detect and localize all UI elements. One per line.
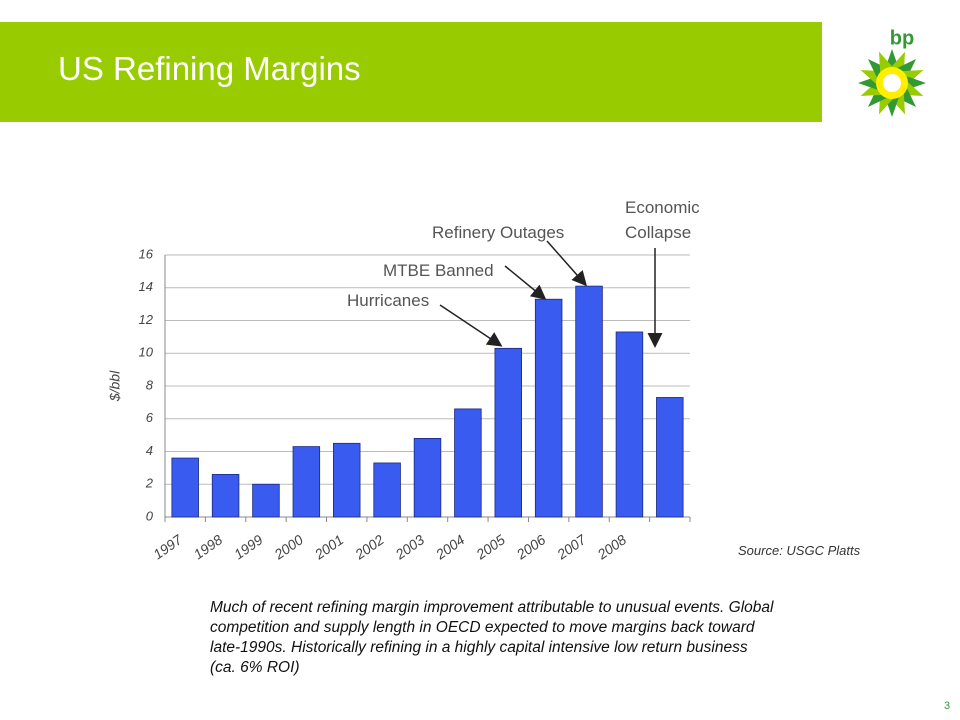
x-tick-label: 2000 xyxy=(270,531,306,563)
logo-petal xyxy=(867,58,888,79)
bar xyxy=(454,408,482,518)
bar xyxy=(656,397,684,518)
x-tick-label: 2001 xyxy=(311,531,347,563)
logo-center xyxy=(883,74,901,92)
bar xyxy=(534,298,563,518)
logo-petal xyxy=(896,58,917,79)
y-tick-label: 14 xyxy=(139,279,153,294)
bar xyxy=(373,462,401,518)
annotation-arrow xyxy=(504,265,547,300)
body-text: Much of recent refining margin improveme… xyxy=(210,599,774,676)
source: Source: USGC Platts xyxy=(738,543,861,558)
y-tick-label: 12 xyxy=(139,312,154,327)
annotation: Refinery Outages xyxy=(432,223,565,242)
y-tick-label: 0 xyxy=(146,508,154,523)
annotation: MTBE Banned xyxy=(383,261,494,280)
x-tick-label: 2005 xyxy=(472,531,508,563)
y-tick-label: 4 xyxy=(146,443,153,458)
y-tick-label: 6 xyxy=(146,410,154,425)
bar xyxy=(413,437,442,518)
logo-petal xyxy=(867,87,888,108)
x-tick-label: 1998 xyxy=(191,531,226,562)
bar xyxy=(615,331,644,518)
y-tick-label: 2 xyxy=(145,476,154,491)
bar xyxy=(292,446,321,518)
bar xyxy=(252,483,280,518)
annotation-arrow xyxy=(546,240,587,287)
bar xyxy=(494,347,522,518)
y-tick-label: 10 xyxy=(139,345,154,360)
y-tick-label: 16 xyxy=(139,246,154,261)
annotation: Economic Collapse xyxy=(625,198,700,242)
x-tick-label: 2002 xyxy=(351,531,387,563)
x-tick-label: 1999 xyxy=(231,531,266,562)
page-number: 3 xyxy=(944,700,951,712)
x-tick-label: 2007 xyxy=(553,531,590,563)
header-band xyxy=(0,22,822,122)
x-tick-label: 2006 xyxy=(513,531,549,563)
annotation: Hurricanes xyxy=(347,291,430,310)
bar xyxy=(333,442,361,518)
y-tick-label: 8 xyxy=(146,377,154,392)
y-axis-label: $/bbl xyxy=(107,370,123,402)
x-tick-label: 2008 xyxy=(594,531,630,563)
logo-text: bp xyxy=(890,27,914,49)
x-tick-label: 1997 xyxy=(150,531,186,563)
x-tick-label: 2004 xyxy=(432,531,468,563)
logo-petal xyxy=(896,87,917,108)
bar xyxy=(211,474,240,518)
slide-title: US Refining Margins xyxy=(58,50,361,87)
bar xyxy=(575,285,603,518)
annotation-arrow xyxy=(439,304,503,347)
bp-logo: bp xyxy=(858,27,926,117)
bar xyxy=(171,457,199,518)
x-tick-label: 2003 xyxy=(392,531,428,563)
